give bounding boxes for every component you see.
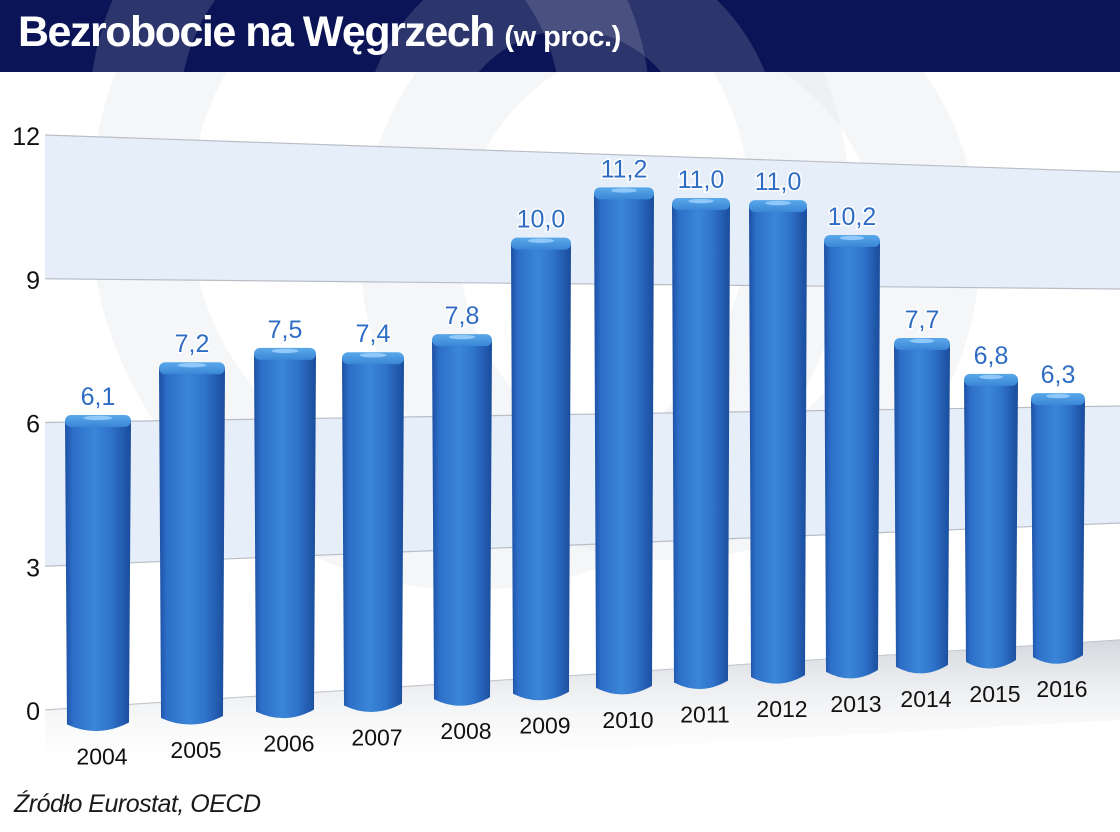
bar-value-label: 11,2	[601, 155, 648, 183]
bar-2015: 6,8	[964, 340, 1018, 669]
bar-2013: 10,2	[824, 201, 880, 679]
source-note: Źródło Eurostat, OECD	[14, 790, 261, 818]
x-tick-label: 2012	[756, 696, 807, 722]
x-tick-label: 2007	[351, 724, 402, 750]
x-tick-label: 2011	[680, 701, 729, 727]
gridline	[44, 134, 1120, 173]
x-tick-label: 2004	[76, 744, 127, 770]
y-tick-label: 6	[26, 411, 40, 439]
bar-value-label: 7,8	[445, 302, 480, 330]
bar-2016: 6,3	[1031, 360, 1085, 664]
bar-value-label: 6,3	[1041, 361, 1076, 389]
y-tick-label: 9	[26, 267, 40, 295]
y-tick-label: 0	[26, 698, 40, 726]
bar-2014: 7,7	[894, 304, 950, 674]
y-tick-label: 12	[12, 123, 40, 151]
bar-2012: 11,0	[749, 167, 807, 684]
grid-band	[45, 135, 1120, 289]
x-tick-label: 2010	[602, 707, 653, 733]
bar-value-label: 6,8	[974, 342, 1009, 370]
bar-2004: 6,1	[65, 381, 131, 732]
header-bar: Bezrobocie na Węgrzech (w proc.)	[0, 0, 1120, 72]
x-tick-label: 2013	[830, 691, 881, 717]
bar-value-label: 7,4	[356, 320, 391, 348]
bar-2011: 11,0	[672, 165, 730, 690]
x-tick-label: 2008	[440, 718, 491, 744]
bar-value-label: 7,5	[268, 316, 303, 344]
x-axis-labels: 2004 2005 2006 2007 2008 2009 2010 2011 2012 2013…	[76, 676, 1087, 769]
bar-2006: 7,5	[254, 314, 316, 719]
bar-2005: 7,2	[159, 329, 225, 725]
bar-chart: 0 3 6 9 12 6,1 7,2 7,5 7,4 7,8 10,0 11,2 11,0 11,0 10…	[12, 123, 1120, 780]
bar-value-label: 11,0	[678, 166, 725, 194]
bar-value-label: 7,7	[905, 306, 940, 334]
bar-value-label: 6,1	[81, 383, 116, 411]
bar-2008: 7,8	[432, 301, 492, 706]
chart-title-main: Bezrobocie na Węgrzech	[18, 8, 495, 56]
x-tick-label: 2005	[170, 737, 221, 763]
bar-value-label: 11,0	[755, 168, 802, 196]
y-tick-label: 3	[26, 554, 40, 582]
chart-title: Bezrobocie na Węgrzech (w proc.)	[18, 8, 621, 57]
x-tick-label: 2014	[900, 686, 951, 712]
bar-value-label: 7,2	[175, 330, 210, 358]
y-axis-ticks: 0 3 6 9 12	[12, 123, 40, 726]
gridline	[44, 278, 1120, 290]
x-tick-label: 2006	[263, 731, 314, 757]
x-tick-label: 2009	[519, 713, 570, 739]
x-tick-label: 2016	[1036, 676, 1087, 702]
bars: 6,1 7,2 7,5 7,4 7,8 10,0 11,2 11,0 11,0 10,2 7,7 6,…	[65, 154, 1085, 732]
bar-2010: 11,2	[594, 154, 654, 695]
bar-2009: 10,0	[511, 204, 571, 701]
bar-2007: 7,4	[342, 319, 404, 712]
x-tick-label: 2015	[969, 681, 1020, 707]
bar-value-label: 10,0	[517, 206, 566, 234]
bar-value-label: 10,2	[828, 203, 877, 231]
chart-title-unit: (w proc.)	[504, 21, 621, 53]
